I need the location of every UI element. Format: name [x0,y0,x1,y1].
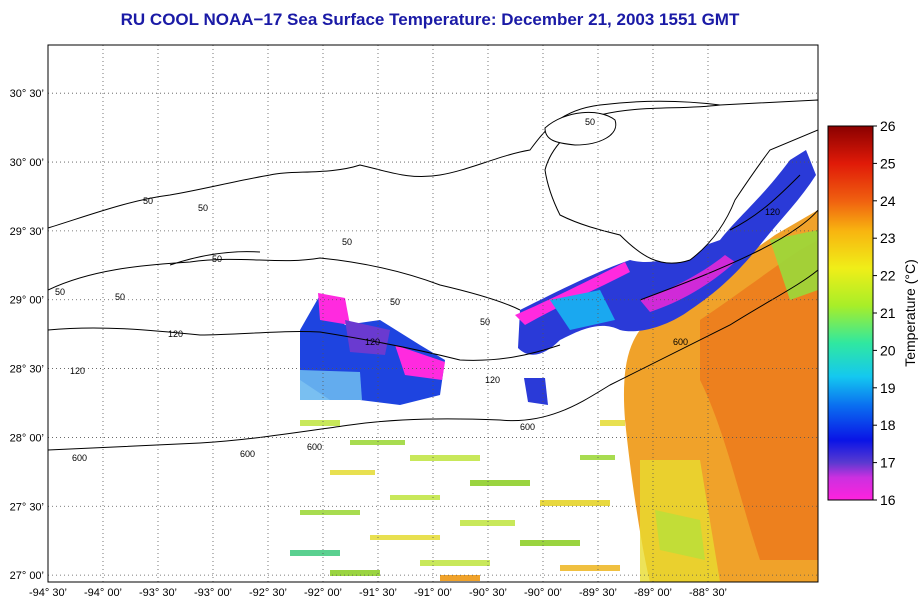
y-tick-labels: 30° 30’ 30° 00’ 29° 30’ 29° 00’ 28° 30’ 28° 0… [10,88,44,582]
contour-label: 50 [390,297,400,307]
coastline-layer [48,45,818,264]
colorbar-tick-label: 17 [880,455,896,471]
contour-600-main [48,269,818,451]
colorbar: 26 25 24 23 22 21 20 19 18 17 16 Temperature (°C) [827,118,918,508]
colorbar-ramp [827,125,874,501]
west-purple-patch [345,320,390,355]
contour-label: 50 [212,254,222,264]
x-tick-label: -88° 30’ [689,587,727,599]
colorbar-tick-label: 25 [880,155,896,171]
y-tick-label: 28° 30’ [10,364,44,376]
contour-50 [48,257,521,311]
x-tick-labels: -94° 30’ -94° 00’ -93° 30’ -93° 00’ -92° 30’… [29,587,727,599]
delta-magenta-edge [515,262,630,325]
y-tick-label: 30° 30’ [10,88,44,100]
scattered-sst-pixels [290,420,625,581]
x-tick-label: -93° 00’ [194,587,232,599]
warm-water-deep-orange [700,240,818,560]
x-tick-label: -94° 00’ [84,587,122,599]
colorbar-tick-label: 24 [880,193,896,209]
bathymetry-contours [48,174,818,451]
contour-label: 50 [115,292,125,302]
contour-label-group: 50 50 50 50 50 50 50 50 50 120 120 120 1… [55,117,780,463]
map-frame [47,44,819,583]
y-tick-label: 29° 00’ [10,295,44,307]
x-tick-label: -93° 30’ [139,587,177,599]
x-tick-label: -90° 00’ [524,587,562,599]
delta-land [544,99,818,264]
lake-pontchartrain [544,111,617,146]
contour-label: 120 [765,207,780,217]
colorbar-ticks: 26 25 24 23 22 21 20 19 18 17 16 [873,118,896,508]
small-cold-blob [524,378,548,405]
west-magenta-patch [318,293,350,325]
sst-raster-layer [290,150,818,582]
contour-label: 50 [342,237,352,247]
colorbar-tick-label: 20 [880,342,896,358]
colorbar-tick-label: 26 [880,118,896,134]
contour-50b [169,251,261,266]
y-tick-label: 29° 30’ [10,226,44,238]
map-title: RU COOL NOAA−17 Sea Surface Temperature:… [120,10,740,29]
y-tick-label: 27° 00’ [10,570,44,582]
y-tick-label: 28° 00’ [10,432,44,444]
contour-label: 50 [55,287,65,297]
colorbar-tick-label: 18 [880,417,896,433]
contour-120 [48,327,561,361]
contour-label: 600 [240,449,255,459]
contour-600-east [639,209,818,301]
contour-label: 120 [70,366,85,376]
colorbar-tick-label: 23 [880,230,896,246]
x-tick-label: -91° 00’ [414,587,452,599]
contour-120-east [729,174,801,231]
contour-label: 50 [585,117,595,127]
contour-label: 600 [72,453,87,463]
green-streak-east [770,230,818,300]
x-tick-label: -92° 00’ [304,587,342,599]
x-tick-label: -89° 30’ [579,587,617,599]
contour-label: 600 [307,442,322,452]
x-tick-label: -92° 30’ [249,587,287,599]
contour-label: 50 [198,203,208,213]
delta-cyan-patch [550,290,615,330]
west-magenta-right [395,345,445,380]
y-tick-label: 27° 30’ [10,501,44,513]
x-tick-label: -91° 30’ [359,587,397,599]
contour-label: 600 [520,422,535,432]
contour-label: 120 [168,329,183,339]
x-tick-label: -94° 30’ [29,587,67,599]
colorbar-tick-label: 16 [880,492,896,508]
contour-label: 50 [480,317,490,327]
colorbar-tick-label: 19 [880,380,896,396]
colorbar-tick-label: 22 [880,268,896,284]
x-tick-label: -90° 30’ [469,587,507,599]
contour-label: 600 [673,337,688,347]
green-streak-lower [655,510,705,560]
contour-label: 50 [143,196,153,206]
delta-magenta-east [640,255,735,312]
west-light-blue [300,370,362,400]
louisiana-coastline [48,45,818,229]
contour-label: 120 [485,375,500,385]
x-tick-label: -89° 00’ [634,587,672,599]
colorbar-tick-label: 21 [880,305,896,321]
colorbar-label: Temperature (°C) [902,259,918,367]
y-tick-label: 30° 00’ [10,157,44,169]
contour-label: 120 [365,337,380,347]
